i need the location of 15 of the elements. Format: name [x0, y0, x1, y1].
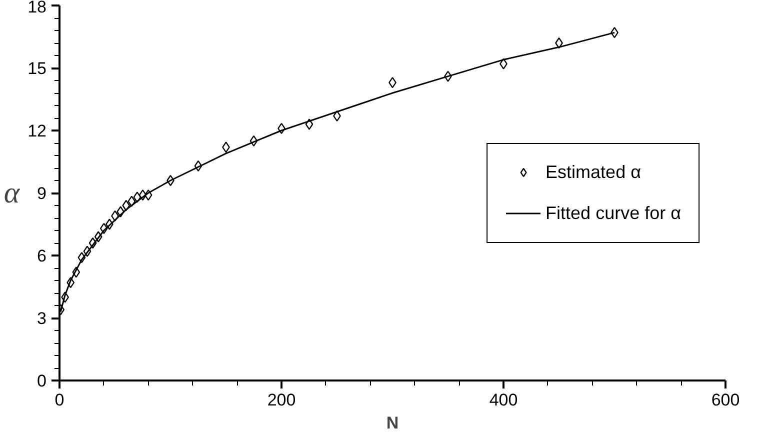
x-axis-title: N — [386, 414, 399, 432]
y-tick-label: 0 — [37, 372, 47, 390]
x-tick-label: 200 — [267, 390, 296, 410]
y-tick-label: 3 — [37, 309, 47, 328]
y-tick-label: 6 — [37, 246, 47, 266]
y-tick-label: 18 — [28, 0, 47, 16]
y-axis-title: α — [4, 176, 21, 210]
y-tick-label: 9 — [37, 184, 47, 203]
legend-label: Estimated α — [546, 162, 641, 182]
y-tick-label: 12 — [28, 122, 47, 140]
y-tick-label: 15 — [28, 59, 47, 78]
x-tick-label: 600 — [711, 390, 740, 410]
x-tick-label: 0 — [54, 390, 64, 410]
x-tick-label: 400 — [489, 390, 518, 410]
legend-label: Fitted curve for α — [546, 202, 681, 224]
